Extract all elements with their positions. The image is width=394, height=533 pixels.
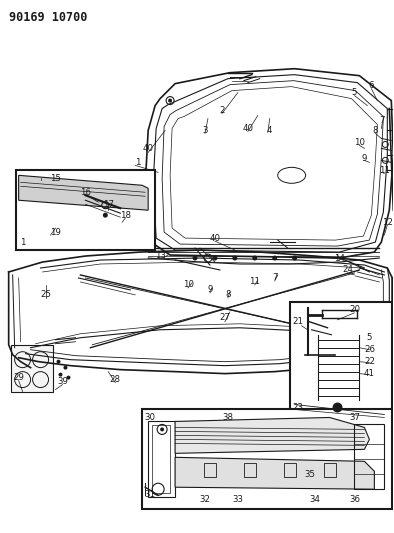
Text: 39: 39 xyxy=(57,377,68,386)
Text: 12: 12 xyxy=(382,217,393,227)
Bar xyxy=(290,302,392,419)
Polygon shape xyxy=(175,417,370,454)
Text: 5: 5 xyxy=(367,333,372,342)
Bar xyxy=(204,463,216,477)
Circle shape xyxy=(292,255,297,261)
Circle shape xyxy=(56,360,61,364)
Text: 26: 26 xyxy=(364,345,375,354)
Text: 19: 19 xyxy=(50,228,61,237)
Text: 27: 27 xyxy=(219,313,230,322)
Polygon shape xyxy=(175,457,374,489)
Text: 3: 3 xyxy=(202,126,208,135)
Bar xyxy=(244,463,256,477)
Text: 40: 40 xyxy=(242,124,253,133)
Bar xyxy=(355,424,384,489)
Text: 4: 4 xyxy=(267,126,273,135)
Text: 2: 2 xyxy=(219,106,225,115)
Text: 17: 17 xyxy=(103,200,114,209)
Text: 25: 25 xyxy=(40,290,51,300)
Text: 40: 40 xyxy=(210,233,220,243)
Bar xyxy=(16,171,155,250)
Bar xyxy=(284,463,296,477)
Text: 37: 37 xyxy=(349,413,360,422)
Text: 35: 35 xyxy=(304,470,315,479)
Text: 9: 9 xyxy=(207,285,213,294)
Text: 28: 28 xyxy=(110,375,121,384)
Bar xyxy=(11,345,52,392)
Text: 31: 31 xyxy=(145,490,156,499)
Text: 10: 10 xyxy=(182,280,193,289)
Text: 6: 6 xyxy=(369,81,374,90)
Text: 7: 7 xyxy=(379,116,385,125)
Circle shape xyxy=(63,366,67,369)
Text: 24: 24 xyxy=(342,265,353,274)
Text: 90169 10700: 90169 10700 xyxy=(9,11,87,24)
Text: 16: 16 xyxy=(80,188,91,197)
Circle shape xyxy=(272,255,277,261)
Text: 21: 21 xyxy=(292,317,303,326)
Circle shape xyxy=(168,99,172,102)
Bar xyxy=(148,422,175,497)
Text: 40: 40 xyxy=(143,144,154,153)
Polygon shape xyxy=(19,175,148,210)
Text: 38: 38 xyxy=(222,413,233,422)
Text: 29: 29 xyxy=(13,373,24,382)
Text: 14: 14 xyxy=(334,254,345,263)
Text: 15: 15 xyxy=(50,174,61,183)
Circle shape xyxy=(103,213,108,217)
Text: 1: 1 xyxy=(136,158,141,167)
Text: 1: 1 xyxy=(20,238,25,247)
Text: 34: 34 xyxy=(309,495,320,504)
Text: 7: 7 xyxy=(272,273,277,282)
Bar xyxy=(152,425,170,493)
Circle shape xyxy=(58,373,63,377)
Text: 36: 36 xyxy=(349,495,360,504)
Circle shape xyxy=(232,255,237,261)
Text: 22: 22 xyxy=(364,357,375,366)
Bar xyxy=(323,463,336,477)
Text: 11: 11 xyxy=(379,166,390,175)
Text: 20: 20 xyxy=(349,305,360,314)
Text: 18: 18 xyxy=(120,211,131,220)
Text: 23: 23 xyxy=(292,403,303,412)
Circle shape xyxy=(333,402,342,413)
Text: 8: 8 xyxy=(373,126,378,135)
Text: 30: 30 xyxy=(145,413,156,422)
Circle shape xyxy=(252,255,257,261)
Bar xyxy=(142,409,392,509)
Circle shape xyxy=(212,255,217,261)
Text: 13: 13 xyxy=(154,251,165,260)
Circle shape xyxy=(67,376,71,379)
Text: 41: 41 xyxy=(364,369,375,378)
Text: 11: 11 xyxy=(249,278,260,286)
Text: 8: 8 xyxy=(225,290,230,300)
Text: 33: 33 xyxy=(232,495,243,504)
Circle shape xyxy=(160,427,164,431)
Text: 10: 10 xyxy=(354,138,365,147)
Text: 32: 32 xyxy=(199,495,210,504)
Text: 5: 5 xyxy=(352,88,357,97)
Text: 9: 9 xyxy=(362,154,367,163)
Circle shape xyxy=(193,255,197,261)
